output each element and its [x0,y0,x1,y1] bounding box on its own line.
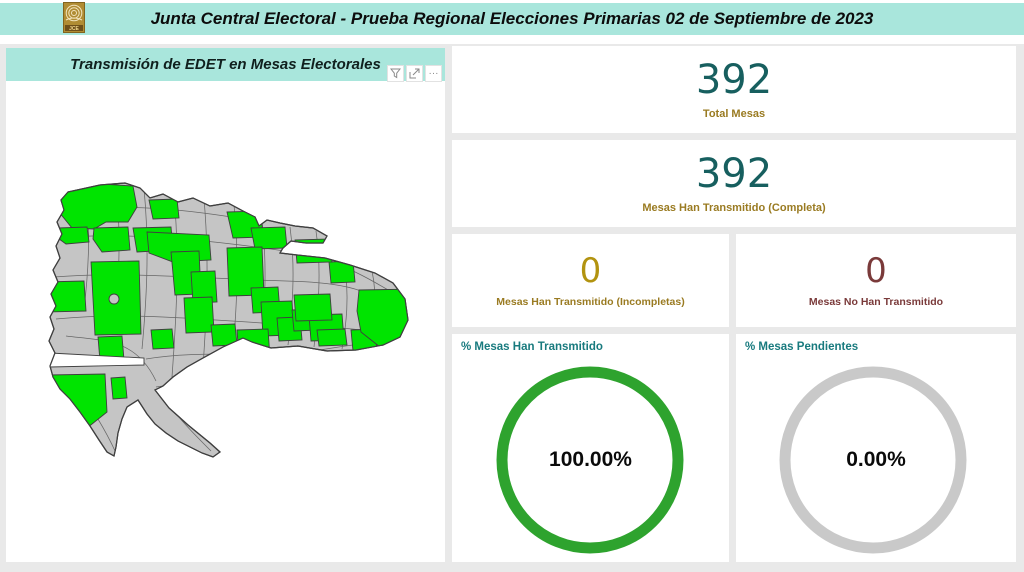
donut-center-value: 100.00% [549,448,632,471]
funnel-icon[interactable] [387,65,404,82]
header-bar: Junta Central Electoral - Prueba Regiona… [0,3,1024,35]
bay-cutout [129,406,146,429]
donut-center-value: 0.00% [846,448,906,471]
municipality-shape[interactable] [183,296,215,334]
more-options-icon[interactable]: ··· [425,65,442,82]
coastline [48,182,409,458]
donut-title: % Mesas Pendientes [745,341,859,353]
map-body [6,81,445,562]
municipality-shape[interactable] [377,255,414,274]
donut-title: % Mesas Han Transmitido [461,341,603,353]
kpi-label: Mesas Han Transmitido (Incompletas) [496,295,685,308]
focus-mode-icon[interactable] [406,65,423,82]
kpi-value: 0 [579,250,602,291]
choropleth-map[interactable] [6,81,445,562]
kpi-label: Mesas Han Transmitido (Completa) [642,201,826,214]
municipality-shape[interactable] [190,270,218,304]
kpi-card-no-transmitido[interactable]: 0 Mesas No Han Transmitido [736,234,1016,327]
municipality-shape[interactable] [92,226,131,253]
kpi-card-total-mesas[interactable]: 392 Total Mesas [452,46,1016,133]
page-title: Junta Central Electoral - Prueba Regiona… [150,9,874,28]
municipality-shape[interactable] [58,183,138,230]
municipality-shape[interactable] [148,198,180,220]
map-visual-title: Transmisión de EDET en Mesas Electorales [70,56,381,73]
municipality-shape[interactable] [44,280,87,313]
municipality-shape[interactable] [150,328,175,350]
donut-chart-pendientes[interactable]: % Mesas Pendientes 0.00% [736,334,1016,562]
donut-ring-gray [779,366,967,554]
kpi-label: Mesas No Han Transmitido [808,295,944,308]
municipality-shape[interactable] [110,376,128,400]
municipality-shape[interactable] [236,328,271,369]
enclave-hole [108,293,120,305]
kpi-card-transmitido-incompletas[interactable]: 0 Mesas Han Transmitido (Incompletas) [452,234,729,327]
jce-logo: JCE [63,2,85,33]
kpi-label: Total Mesas [702,107,766,120]
kpi-value: 0 [865,250,887,291]
donut-ring-green [496,366,684,554]
map-visual-card[interactable]: Transmisión de EDET en Mesas Electorales… [6,48,445,562]
visual-header-toolbar: ··· [387,65,442,82]
logo-text: JCE [69,26,79,32]
municipality-shape[interactable] [293,293,333,322]
kpi-value: 392 [695,56,773,103]
map-visual-titlebar: Transmisión de EDET en Mesas Electorales [6,48,445,81]
municipality-shape[interactable] [316,328,348,347]
municipality-shape[interactable] [250,226,288,250]
kpi-value: 392 [695,150,773,197]
donut-chart-transmitido[interactable]: % Mesas Han Transmitido 100.00% [452,334,729,562]
municipality-shape[interactable] [328,260,356,284]
kpi-card-transmitido-completa[interactable]: 392 Mesas Han Transmitido (Completa) [452,140,1016,227]
